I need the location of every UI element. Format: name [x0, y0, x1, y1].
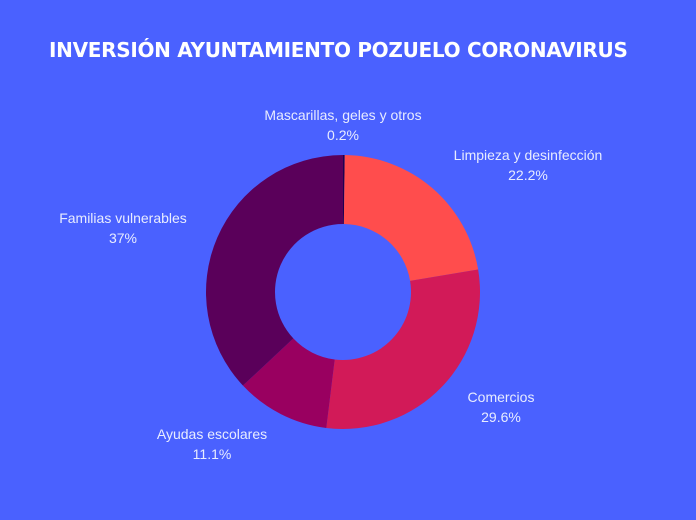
label-value: 22.2% [508, 167, 548, 183]
label-familias: Familias vulnerables 37% [59, 208, 187, 248]
donut-slices [206, 155, 480, 429]
label-mascarillas: Mascarillas, geles y otros 0.2% [264, 105, 421, 145]
label-comercios: Comercios 29.6% [468, 387, 535, 427]
slice-limpieza-y-desinfecci-n [343, 155, 479, 281]
label-name: Mascarillas, geles y otros [264, 107, 422, 123]
label-value: 11.1% [192, 446, 232, 462]
label-value: 29.6% [481, 409, 521, 425]
slice-familias-vulnerables [206, 155, 343, 386]
slice-comercios [326, 269, 480, 429]
label-name: Limpieza y desinfección [453, 147, 603, 163]
label-ayudas: Ayudas escolares 11.1% [157, 424, 267, 464]
slice-mascarillas-geles-y-otros [343, 155, 345, 225]
label-name: Familias vulnerables [59, 210, 187, 226]
label-value: 0.2% [327, 127, 359, 143]
label-name: Comercios [467, 389, 535, 405]
label-name: Ayudas escolares [156, 426, 268, 442]
slice-ayudas-escolares [242, 338, 335, 428]
label-limpieza: Limpieza y desinfección 22.2% [454, 145, 603, 185]
chart-title: INVERSIÓN AYUNTAMIENTO POZUELO CORONAVIR… [49, 38, 628, 62]
label-value: 37% [108, 230, 138, 246]
